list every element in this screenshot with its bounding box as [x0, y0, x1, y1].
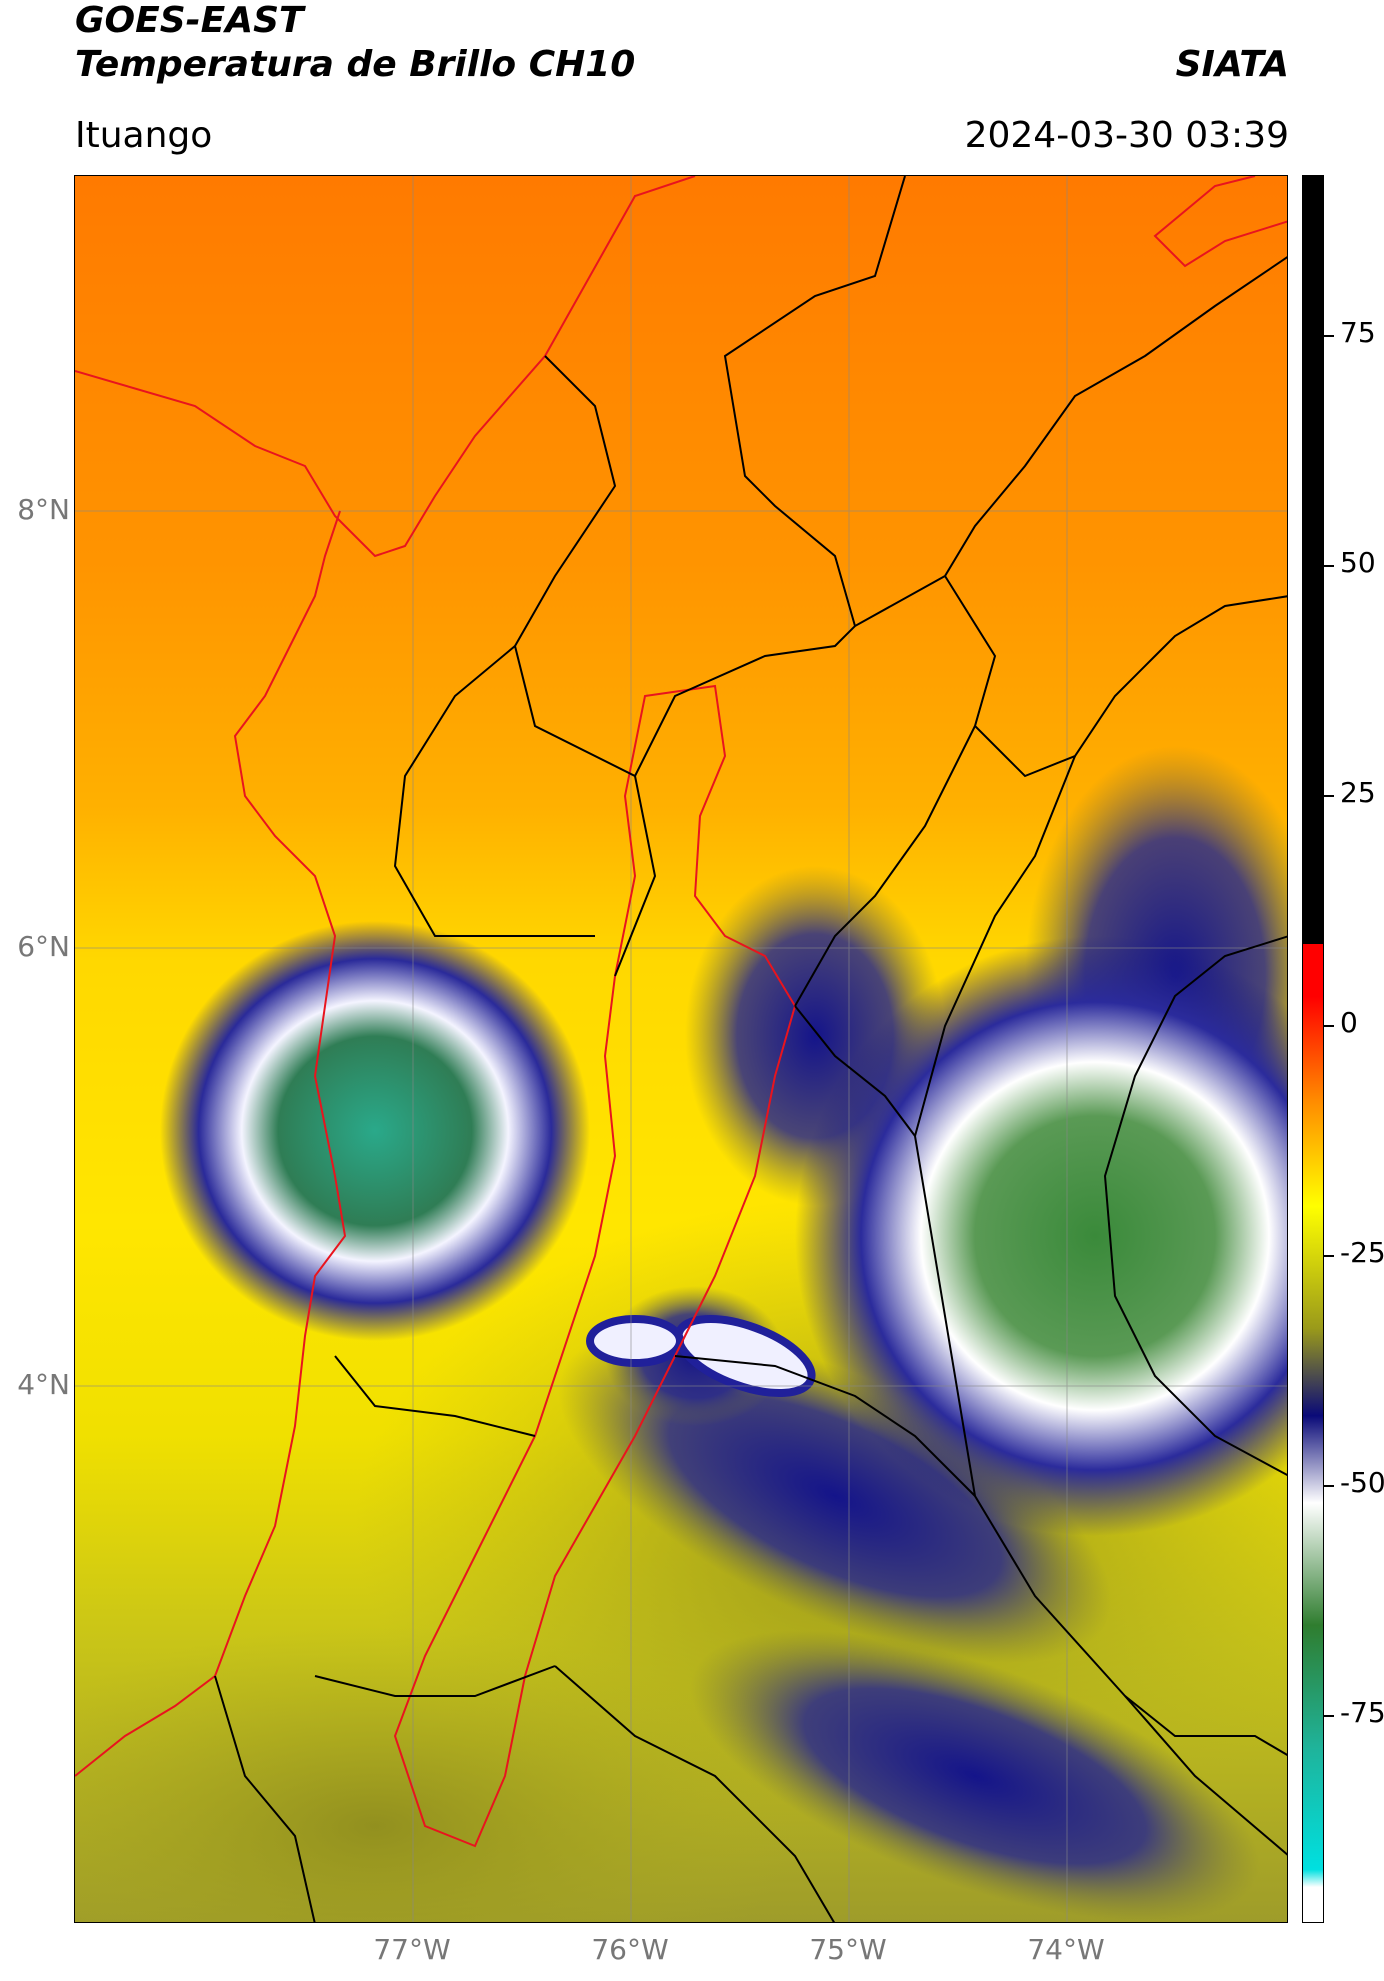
- lat-label-4n: 4°N: [17, 1368, 70, 1401]
- lat-label-6n: 6°N: [17, 930, 70, 963]
- location-label: Ituango: [75, 115, 213, 156]
- department-borders: [214, 176, 1287, 1922]
- colorbar-label: -75: [1340, 1696, 1384, 1729]
- colorbar-tick: [1324, 565, 1334, 567]
- colorbar: [1302, 175, 1324, 1923]
- map-title-line2: Temperatura de Brillo CH10: [75, 44, 636, 85]
- colorbar-tick: [1324, 1025, 1334, 1027]
- colorbar-tick: [1324, 1715, 1334, 1717]
- lat-label-8n: 8°N: [17, 493, 70, 526]
- lon-label-75w: 75°W: [809, 1933, 887, 1966]
- lon-label-76w: 76°W: [591, 1933, 669, 1966]
- colorbar-label: 75: [1340, 316, 1376, 349]
- colorbar-tick: [1324, 1255, 1334, 1257]
- basin-outline: [393, 684, 797, 1848]
- colorbar-tick: [1324, 1485, 1334, 1487]
- map-title-line1: GOES-EAST: [75, 0, 304, 41]
- lon-label-74w: 74°W: [1027, 1933, 1105, 1966]
- colorbar-label: 0: [1340, 1006, 1358, 1039]
- satellite-imagery: [75, 176, 1287, 1922]
- colorbar-label: 50: [1340, 546, 1376, 579]
- colorbar-tick: [1324, 795, 1334, 797]
- colorbar-label: 25: [1340, 776, 1376, 809]
- organization-label: SIATA: [1175, 44, 1289, 85]
- lon-label-77w: 77°W: [373, 1933, 451, 1966]
- datetime-label: 2024-03-30 03:39: [964, 115, 1289, 156]
- colorbar-label: -25: [1340, 1236, 1384, 1269]
- colorbar-tick: [1324, 335, 1334, 337]
- satellite-map[interactable]: [74, 175, 1288, 1923]
- coastline: [75, 176, 1287, 1777]
- colorbar-label: -50: [1340, 1466, 1384, 1499]
